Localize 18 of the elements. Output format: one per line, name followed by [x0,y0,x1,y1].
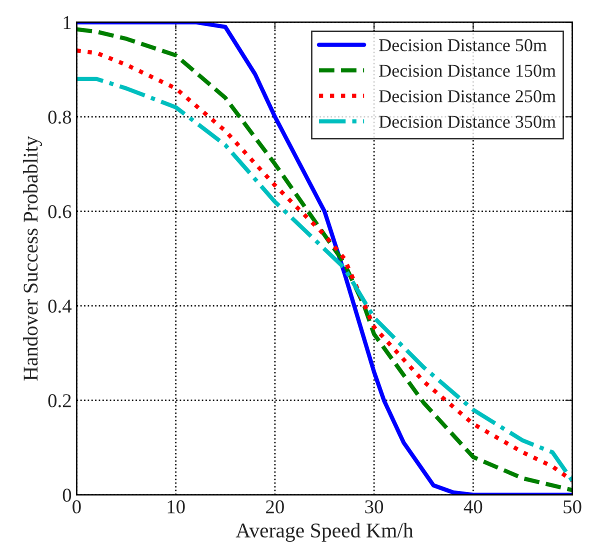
x-tick-label: 40 [464,500,482,514]
x-tick-label: 0 [72,500,81,514]
x-tick-label: 10 [168,500,185,514]
legend-label: Decision Distance 150m [379,64,556,77]
y-tick-label: 0.6 [48,205,72,218]
legend-label: Decision Distance 250m [379,90,556,102]
y-tick-label: 0.4 [48,300,72,313]
y-tick-label: 1 [64,16,71,29]
x-tick-label: 30 [365,500,384,514]
y-tick-label: 0.8 [48,110,72,124]
y-axis-title: Handover Success Probablity [23,136,42,381]
y-tick-label: 0 [62,488,72,502]
x-tick-label: 50 [564,500,582,514]
y-tick-label: 0.2 [48,394,71,408]
legend-label: Decision Distance 350m [379,116,556,128]
x-tick-label: 20 [266,500,284,514]
x-axis-title: Average Speed Km/h [236,522,414,542]
legend-label: Decision Distance 50m [379,39,547,52]
